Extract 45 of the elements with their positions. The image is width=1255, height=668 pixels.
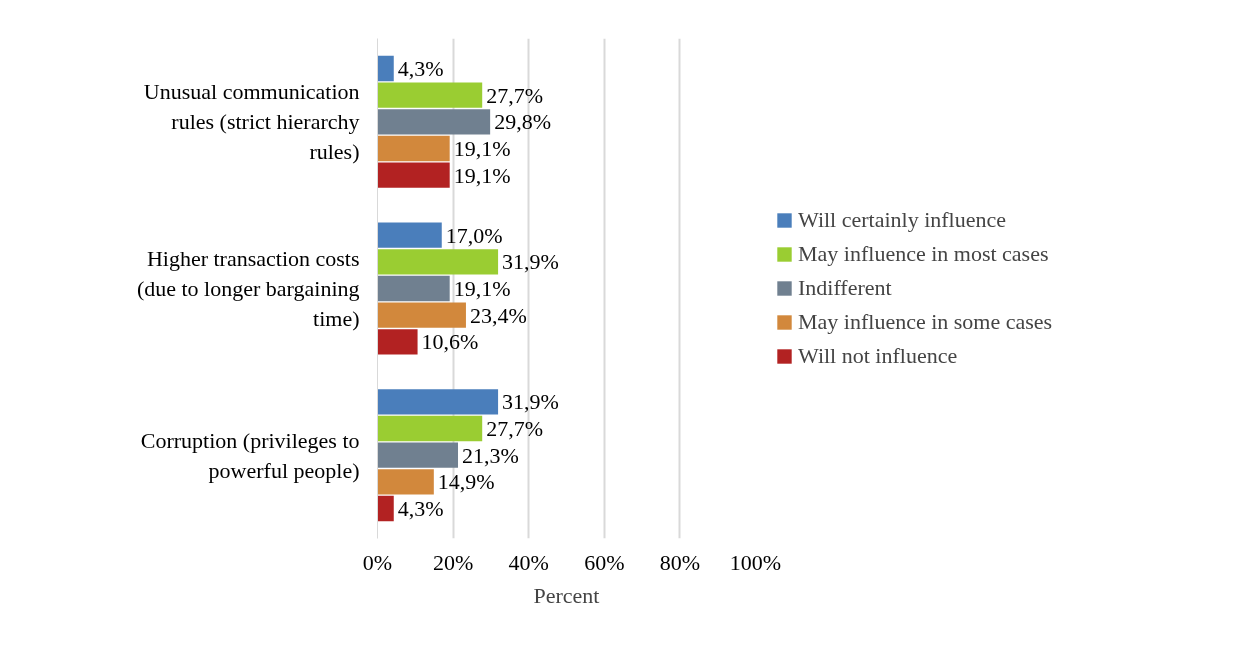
bar bbox=[377, 275, 450, 302]
data-label: 4,3% bbox=[397, 56, 444, 81]
bar bbox=[377, 302, 466, 328]
bar bbox=[377, 415, 483, 442]
data-label: 10,6% bbox=[421, 329, 479, 355]
bar bbox=[377, 135, 450, 162]
data-label: 27,7% bbox=[486, 82, 544, 108]
legend-label: May influence in some cases bbox=[798, 309, 1053, 335]
bar bbox=[377, 389, 499, 415]
y-tick-label: Corruption (privileges to powerful people) bbox=[140, 427, 360, 483]
data-label: 4,3% bbox=[397, 496, 444, 521]
data-label: 17,0% bbox=[445, 222, 503, 248]
x-axis-title: Percent bbox=[533, 582, 600, 608]
bar bbox=[377, 329, 418, 355]
bar bbox=[377, 109, 491, 135]
bar bbox=[377, 162, 450, 188]
data-label: 23,4% bbox=[469, 302, 527, 328]
bar bbox=[377, 249, 499, 275]
x-tick-label: 40% bbox=[508, 549, 549, 575]
data-label: 27,7% bbox=[486, 416, 544, 441]
bar bbox=[377, 495, 394, 522]
data-label: 31,9% bbox=[502, 249, 559, 275]
legend-label: Indifferent bbox=[798, 275, 892, 301]
data-label: 21,3% bbox=[462, 442, 519, 468]
x-tick-label: 100% bbox=[729, 549, 782, 575]
bar bbox=[377, 222, 442, 248]
data-label: 29,8% bbox=[494, 109, 551, 135]
data-label: 14,9% bbox=[437, 469, 495, 495]
legend-label: May influence in most cases bbox=[798, 241, 1049, 267]
bar bbox=[377, 55, 394, 82]
x-tick-label: 60% bbox=[584, 549, 625, 575]
data-label: 19,1% bbox=[453, 162, 511, 188]
legend-label: Will not influence bbox=[798, 343, 958, 369]
y-tick-label: Unusual communication rules (strict hierarchy rules) bbox=[143, 79, 360, 165]
bar bbox=[377, 469, 434, 495]
x-tick-label: 80% bbox=[659, 549, 701, 575]
y-tick-label: Higher transaction costs (due to longer bargaining time) bbox=[136, 246, 360, 331]
bar bbox=[377, 442, 459, 468]
legend-label: Will certainly influence bbox=[798, 207, 1007, 233]
data-label: 19,1% bbox=[453, 136, 511, 161]
bar bbox=[377, 82, 483, 108]
x-tick-label: 20% bbox=[432, 549, 474, 575]
data-label: 19,1% bbox=[453, 276, 511, 301]
data-label: 31,9% bbox=[502, 389, 559, 415]
x-tick-label: 0% bbox=[362, 549, 393, 575]
